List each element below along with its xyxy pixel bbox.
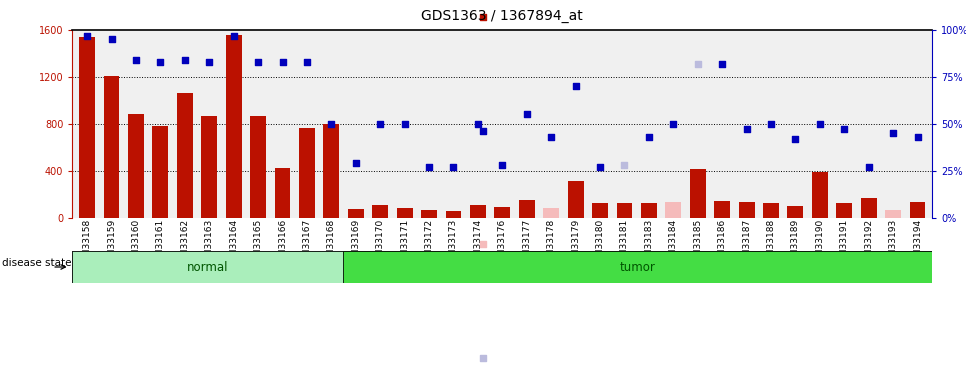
Point	[739, 126, 754, 132]
Point	[397, 121, 412, 127]
Bar	[201, 116, 217, 218]
Bar	[837, 203, 852, 217]
Point	[837, 126, 852, 132]
Bar	[250, 116, 266, 218]
Bar	[861, 198, 876, 217]
Text: GDS1363 / 1367894_at: GDS1363 / 1367894_at	[421, 9, 583, 23]
Bar	[72, 251, 343, 283]
Bar	[640, 203, 657, 217]
Bar	[299, 128, 315, 217]
Point	[641, 134, 657, 140]
Bar	[153, 126, 168, 218]
Bar	[421, 210, 437, 218]
Point	[128, 57, 144, 63]
Point	[568, 83, 583, 89]
Bar	[714, 201, 730, 217]
Bar	[79, 37, 95, 218]
Point	[475, 128, 491, 134]
Bar	[616, 203, 633, 217]
Point	[103, 36, 119, 42]
Point	[202, 59, 217, 65]
Bar	[103, 76, 120, 217]
Bar	[811, 172, 828, 217]
Point	[250, 59, 266, 65]
Point	[519, 111, 534, 117]
Bar	[690, 170, 705, 217]
Bar	[343, 251, 932, 283]
Point	[79, 33, 95, 39]
Point	[592, 164, 608, 170]
Point	[421, 164, 437, 170]
Bar	[495, 207, 510, 218]
Bar	[592, 203, 608, 217]
Bar	[128, 114, 144, 218]
Point	[666, 121, 681, 127]
Bar	[397, 208, 412, 218]
Point	[763, 121, 779, 127]
Bar	[226, 35, 242, 218]
Point	[715, 61, 730, 67]
Point	[787, 136, 803, 142]
Bar	[739, 202, 754, 217]
Bar	[885, 210, 901, 218]
Bar	[787, 206, 804, 218]
Bar	[763, 203, 779, 217]
Bar	[348, 209, 364, 218]
Bar	[519, 200, 535, 217]
Bar	[445, 211, 462, 217]
Text: tumor: tumor	[619, 261, 655, 274]
Bar	[324, 124, 339, 218]
Bar	[543, 208, 559, 218]
Point	[475, 14, 491, 20]
Bar	[372, 205, 388, 218]
Point	[812, 121, 828, 127]
Text: disease state: disease state	[2, 258, 71, 268]
Point	[475, 242, 491, 248]
Point	[445, 164, 461, 170]
Point	[475, 355, 491, 361]
Point	[690, 61, 705, 67]
Point	[910, 134, 925, 140]
Point	[274, 59, 290, 65]
Point	[299, 59, 315, 65]
Point	[153, 59, 168, 65]
Point	[177, 57, 192, 63]
Bar	[274, 168, 291, 217]
Bar	[568, 181, 583, 218]
Bar	[177, 93, 193, 218]
Point	[226, 33, 242, 39]
Point	[324, 121, 339, 127]
Bar	[469, 205, 486, 218]
Point	[861, 164, 876, 170]
Point	[348, 160, 363, 166]
Text: normal: normal	[186, 261, 228, 274]
Point	[544, 134, 559, 140]
Point	[886, 130, 901, 136]
Point	[616, 162, 632, 168]
Bar	[910, 202, 925, 217]
Bar	[666, 202, 681, 217]
Point	[470, 121, 486, 127]
Point	[373, 121, 388, 127]
Point	[495, 162, 510, 168]
